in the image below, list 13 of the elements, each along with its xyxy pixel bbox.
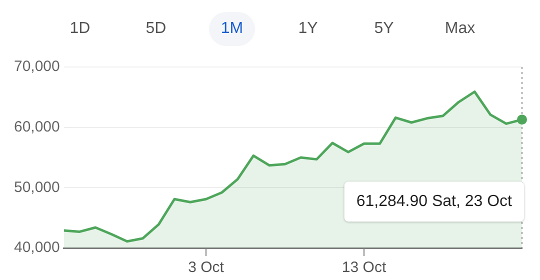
y-tick-label: 70,000 [14,58,60,76]
annotation: 61,284.90 Sat, 23 Oct [356,192,513,210]
x-tick-label: 3 Oct [188,259,225,276]
y-tick-label: 50,000 [14,178,60,196]
text: 1M [208,12,256,46]
text: 5Y [373,19,395,39]
text: 1D [68,19,92,39]
y-tick-label: 60,000 [14,118,60,136]
text: 1Y [297,19,319,39]
text: Max [444,19,476,39]
y-tick-label: 40,000 [14,239,60,256]
text: 5D [144,19,168,39]
x-tick-label: 13 Oct [342,259,387,276]
